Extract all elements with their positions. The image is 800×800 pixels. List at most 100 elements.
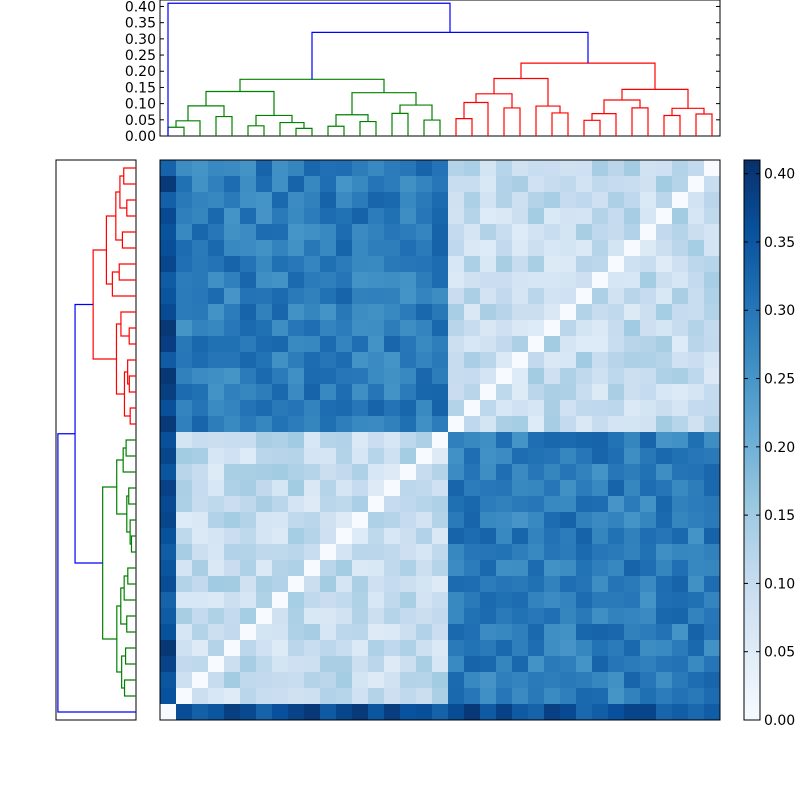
heatmap-cell	[176, 192, 193, 209]
heatmap-cell	[544, 272, 561, 289]
heatmap-cell	[560, 656, 577, 673]
heatmap-cell	[224, 400, 241, 417]
heatmap-cell	[512, 512, 529, 529]
heatmap-cell	[544, 400, 561, 417]
heatmap-cell	[608, 176, 625, 193]
heatmap-cell	[384, 592, 401, 609]
heatmap-cell	[672, 432, 689, 449]
heatmap-cell	[400, 208, 417, 225]
heatmap-cell	[256, 640, 273, 657]
heatmap-cell	[384, 368, 401, 385]
heatmap-cell	[240, 464, 257, 481]
heatmap-cell	[576, 608, 593, 625]
heatmap-cell	[560, 224, 577, 241]
heatmap-cell	[336, 384, 353, 401]
dendrogram-link	[327, 125, 345, 136]
heatmap-cell	[352, 160, 369, 177]
heatmap-cell	[336, 160, 353, 177]
heatmap-cell	[448, 256, 465, 273]
heatmap-cell	[272, 560, 289, 577]
heatmap-cell	[416, 192, 433, 209]
heatmap-cell	[384, 576, 401, 593]
heatmap-cell	[336, 256, 353, 273]
heatmap-cell	[480, 256, 497, 273]
heatmap-matrix	[159, 159, 721, 721]
heatmap-cell	[288, 640, 305, 657]
heatmap-cell	[672, 304, 689, 321]
heatmap-cell	[448, 368, 465, 385]
heatmap-cell	[304, 624, 321, 641]
heatmap-cell	[592, 528, 609, 545]
heatmap-cell	[464, 512, 481, 529]
heatmap-cell	[384, 624, 401, 641]
heatmap-cell	[592, 224, 609, 241]
heatmap-cell	[544, 256, 561, 273]
heatmap-cell	[368, 272, 385, 289]
heatmap-cell	[288, 336, 305, 353]
heatmap-cell	[512, 672, 529, 689]
heatmap-cell	[704, 672, 721, 689]
heatmap-cell	[576, 224, 593, 241]
heatmap-cell	[176, 496, 193, 513]
heatmap-cell	[560, 576, 577, 593]
heatmap-cell	[352, 272, 369, 289]
heatmap-cell	[256, 496, 273, 513]
heatmap-cell	[448, 448, 465, 465]
heatmap-cell	[560, 560, 577, 577]
heatmap-cell	[320, 320, 337, 337]
heatmap-cell	[208, 160, 225, 177]
heatmap-cell	[368, 176, 385, 193]
heatmap-cell	[592, 336, 609, 353]
heatmap-cell	[416, 576, 433, 593]
heatmap-cell	[304, 368, 321, 385]
heatmap-cell	[704, 368, 721, 385]
heatmap-cell	[640, 576, 657, 593]
heatmap-cell	[432, 240, 449, 257]
heatmap-cell	[288, 608, 305, 625]
heatmap-cell	[432, 208, 449, 225]
heatmap-cell	[448, 224, 465, 241]
left-dendrogram-links	[57, 167, 136, 713]
heatmap-cell	[464, 400, 481, 417]
heatmap-cell	[304, 384, 321, 401]
heatmap-cell	[160, 400, 177, 417]
heatmap-cell	[592, 688, 609, 705]
heatmap-cell	[480, 608, 497, 625]
heatmap-cell	[256, 400, 273, 417]
heatmap-cell	[336, 512, 353, 529]
heatmap-cell	[400, 224, 417, 241]
heatmap-cell	[320, 272, 337, 289]
heatmap-cell	[432, 336, 449, 353]
heatmap-cell	[512, 432, 529, 449]
heatmap-cell	[192, 208, 209, 225]
heatmap-cell	[288, 688, 305, 705]
heatmap-cell	[672, 656, 689, 673]
heatmap-cell	[496, 432, 513, 449]
heatmap-cell	[672, 400, 689, 417]
heatmap-cell	[640, 240, 657, 257]
heatmap-cell	[704, 304, 721, 321]
heatmap-cell	[448, 656, 465, 673]
heatmap-cell	[704, 224, 721, 241]
dendrogram-link	[118, 263, 136, 281]
heatmap-cell	[240, 160, 257, 177]
heatmap-cell	[336, 368, 353, 385]
heatmap-cell	[656, 288, 673, 305]
heatmap-cell	[624, 576, 641, 593]
heatmap-cell	[352, 560, 369, 577]
heatmap-cell	[496, 656, 513, 673]
heatmap-cell	[240, 368, 257, 385]
heatmap-cell	[320, 496, 337, 513]
heatmap-cell	[656, 528, 673, 545]
heatmap-cell	[528, 496, 545, 513]
heatmap-cell	[304, 672, 321, 689]
heatmap-cell	[560, 480, 577, 497]
heatmap-cell	[336, 320, 353, 337]
heatmap-cell	[400, 592, 417, 609]
heatmap-cell	[512, 400, 529, 417]
heatmap-cell	[368, 448, 385, 465]
heatmap-cell	[256, 304, 273, 321]
heatmap-cell	[464, 192, 481, 209]
heatmap-cell	[320, 432, 337, 449]
heatmap-cell	[160, 464, 177, 481]
